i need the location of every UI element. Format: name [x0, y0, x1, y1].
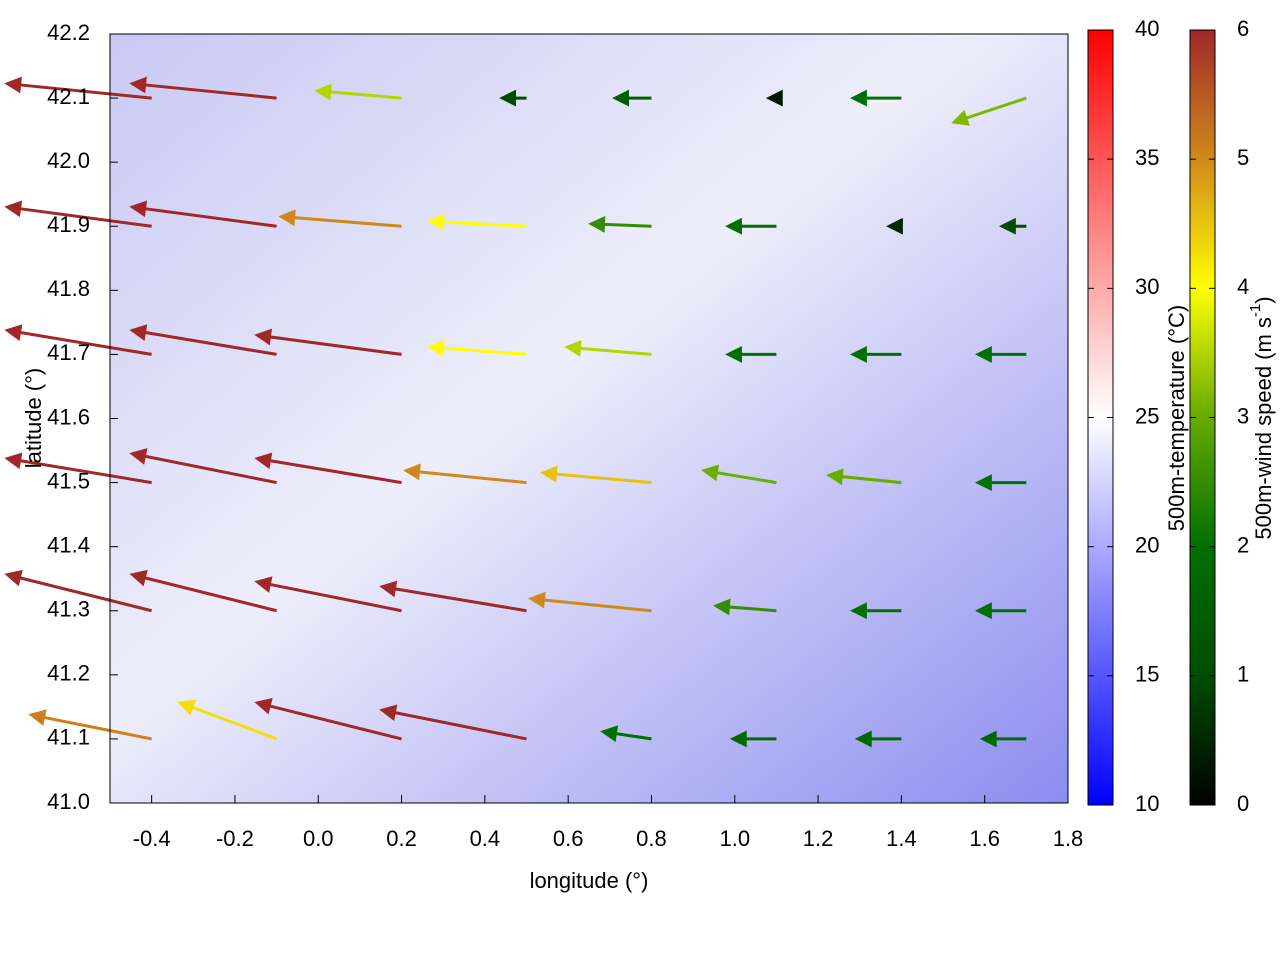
- wind-vector: [499, 89, 527, 107]
- wind-vector: [528, 591, 652, 613]
- colorbar-tick-label: 6: [1237, 16, 1249, 41]
- y-tick-label: 41.2: [47, 661, 90, 686]
- wind-vector: [129, 200, 277, 228]
- wind-vector: [540, 465, 652, 485]
- colorbar-title-part: -1: [1247, 304, 1264, 317]
- wind-vector: [974, 345, 1027, 363]
- y-axis-title: latitude (°): [21, 368, 46, 469]
- x-tick-label: 0.6: [553, 826, 584, 851]
- wind-vector: [254, 328, 402, 356]
- wind-vector: [254, 698, 402, 741]
- y-tick-label: 41.5: [47, 468, 90, 493]
- wind-vector: [850, 345, 902, 363]
- colorbar-tick-label: 1: [1237, 662, 1249, 687]
- wind-vector: [177, 699, 278, 741]
- x-tick-label: -0.2: [216, 826, 254, 851]
- y-tick-label: 41.6: [47, 404, 90, 429]
- colorbar-tick-label: 10: [1135, 791, 1159, 816]
- y-tick-label: 41.9: [47, 212, 90, 237]
- wind-vector: [4, 324, 152, 356]
- colorbar-tick-label: 4: [1237, 274, 1249, 299]
- wind-vector: [379, 704, 527, 741]
- y-tick-label: 41.7: [47, 340, 90, 365]
- x-tick-label: 0.4: [470, 826, 501, 851]
- wind-vector: [129, 76, 277, 100]
- x-tick-label: 1.0: [719, 826, 750, 851]
- wind-vector: [129, 324, 277, 356]
- colorbar-tick-label: 5: [1237, 145, 1249, 170]
- wind-vector: [951, 96, 1027, 126]
- wind-vector: [564, 339, 652, 357]
- x-tick-label: 0.0: [303, 826, 334, 851]
- wind-vector: [979, 730, 1027, 748]
- y-tick-label: 41.3: [47, 597, 90, 622]
- wind-vector: [28, 709, 152, 741]
- colorbar-title: 500m-temperature (°C): [1164, 305, 1189, 531]
- colorbar-tick-label: 3: [1237, 403, 1249, 428]
- wind-vector: [4, 569, 153, 613]
- plot-area: [4, 76, 1027, 748]
- colorbar-tick-label: 2: [1237, 532, 1249, 557]
- wind-vector: [254, 576, 402, 613]
- y-tick-label: 42.2: [47, 20, 90, 45]
- y-tick-label: 42.0: [47, 148, 90, 173]
- y-tick-label: 42.1: [47, 84, 90, 109]
- wind-vector: [850, 89, 902, 107]
- colorbar-tick-label: 20: [1135, 532, 1159, 557]
- y-tick-label: 41.0: [47, 789, 90, 814]
- wind-vector: [427, 339, 527, 357]
- wind-vector: [886, 217, 903, 235]
- wind-vector: [427, 213, 527, 231]
- x-axis-title: longitude (°): [530, 868, 649, 893]
- wind-vector: [998, 217, 1027, 235]
- wind-vector: [4, 452, 152, 485]
- wind-vector: [850, 602, 902, 620]
- wind-vector: [254, 452, 402, 485]
- wind-vector: [403, 463, 527, 485]
- colorbar-tick-label: 30: [1135, 274, 1159, 299]
- wind-vector: [4, 76, 152, 100]
- y-tick-label: 41.8: [47, 276, 90, 301]
- wind-vector: [729, 730, 777, 748]
- wind-vector: [612, 89, 652, 107]
- x-tick-label: 0.8: [636, 826, 667, 851]
- wind-vector: [129, 569, 277, 613]
- wind-vector: [379, 580, 527, 613]
- colorbar-tick-label: 35: [1135, 145, 1159, 170]
- colorbar-tick-label: 25: [1135, 403, 1159, 428]
- wind-vector: [765, 89, 783, 107]
- wind-vector: [588, 215, 652, 233]
- wind-vector: [974, 474, 1027, 492]
- colorbar-title-part: 500m-wind speed (m s: [1251, 317, 1276, 540]
- wind-vector: [129, 448, 277, 485]
- wind-vector: [826, 468, 902, 486]
- temperature-field: [110, 34, 1068, 803]
- x-tick-label: 1.8: [1053, 826, 1084, 851]
- wind-vector: [600, 725, 652, 743]
- colorbar-tick-label: 0: [1237, 791, 1249, 816]
- x-tick-label: 1.4: [886, 826, 917, 851]
- wind-vector: [725, 345, 777, 363]
- wind-vector: [314, 83, 402, 101]
- colorbar-title-part: ): [1251, 296, 1276, 303]
- colorbar-tick-label: 40: [1135, 16, 1159, 41]
- colorbar-title: 500m-wind speed (m s-1): [1247, 296, 1275, 539]
- wind-vector: [974, 602, 1027, 620]
- x-tick-label: 1.6: [969, 826, 1000, 851]
- y-tick-label: 41.4: [47, 532, 90, 557]
- wind-vector: [4, 200, 152, 228]
- x-tick-label: 0.2: [386, 826, 417, 851]
- wind-vector: [278, 209, 402, 228]
- wind-vector: [854, 730, 902, 748]
- x-tick-label: 1.2: [803, 826, 834, 851]
- wind-vector: [701, 464, 777, 485]
- colorbar-title-part: 500m-temperature (°C): [1164, 305, 1189, 531]
- y-tick-label: 41.1: [47, 725, 90, 750]
- colorbar-tick-label: 15: [1135, 662, 1159, 687]
- x-tick-label: -0.4: [133, 826, 171, 851]
- wind-vector: [713, 598, 777, 616]
- wind-vector: [725, 217, 777, 235]
